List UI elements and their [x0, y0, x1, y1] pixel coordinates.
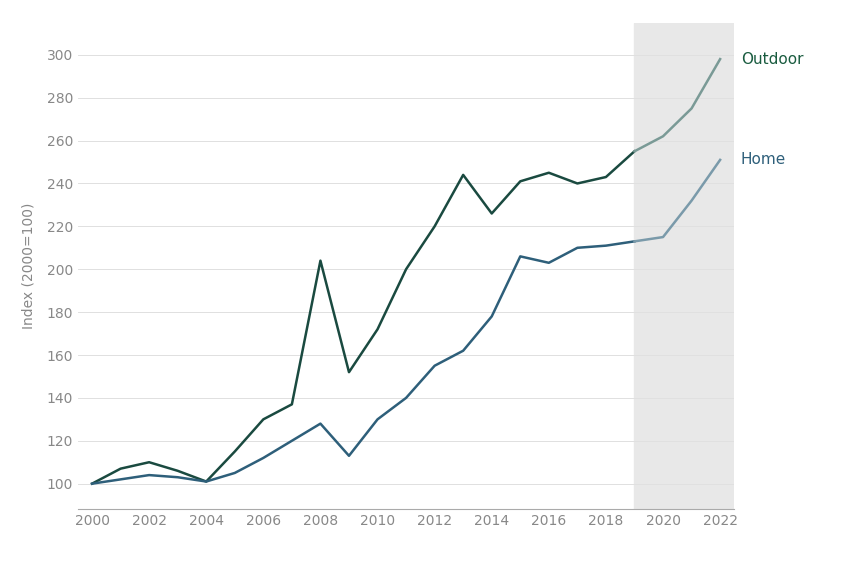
Text: Outdoor: Outdoor	[741, 52, 804, 67]
Y-axis label: Index (2000=100): Index (2000=100)	[22, 203, 35, 329]
Bar	[634, 23, 734, 509]
Text: Home: Home	[741, 152, 786, 168]
